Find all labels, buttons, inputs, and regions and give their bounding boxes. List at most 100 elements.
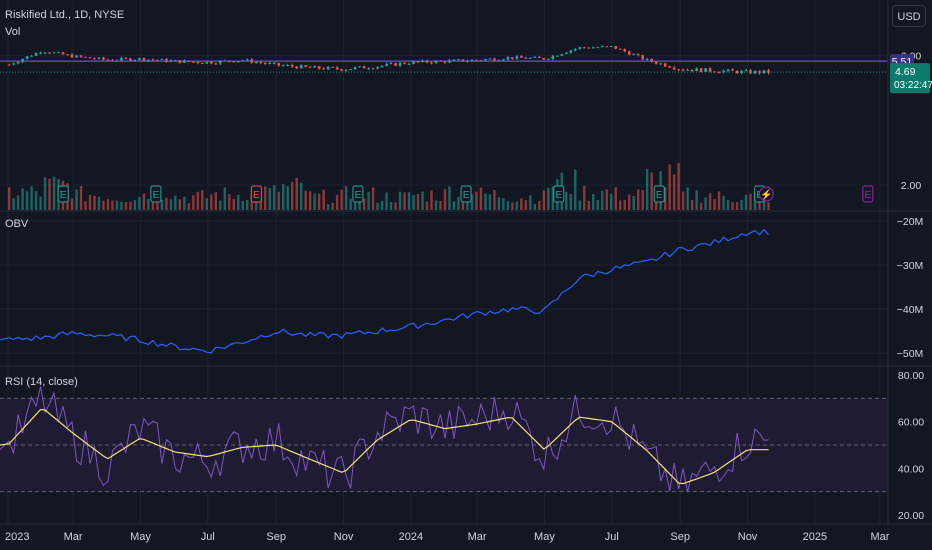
candle-body — [717, 72, 721, 74]
candle-body — [722, 70, 725, 73]
volume-bar — [322, 189, 325, 210]
candle-body — [506, 57, 510, 60]
candle-body — [596, 47, 600, 49]
event-markers[interactable]: EEEEEEEEE⚡ — [57, 185, 874, 203]
rsi-label: RSI (14, close) — [5, 376, 78, 388]
volume-bar — [340, 189, 343, 210]
candle-body — [254, 62, 258, 64]
volume-bar — [169, 199, 173, 210]
obv-axis: −20M −30M −40M −50M — [897, 216, 924, 360]
candle-body — [272, 62, 276, 64]
volume-bar — [686, 187, 689, 210]
dividend-marker — [758, 186, 774, 202]
volume-bar — [331, 202, 334, 210]
time-tick-label: Sep — [670, 531, 690, 543]
candle-body — [681, 69, 685, 71]
candle-body — [398, 62, 402, 66]
candle-body — [542, 57, 546, 60]
candle-body — [106, 59, 110, 61]
volume-bar — [506, 201, 510, 210]
candle-body — [12, 63, 15, 65]
candle-body — [744, 70, 748, 72]
volume-bar — [196, 191, 200, 210]
volume-bar — [174, 195, 177, 210]
earnings-marker — [862, 185, 874, 203]
candle-body — [475, 59, 478, 61]
candle-body — [322, 68, 325, 70]
candle-body — [263, 62, 267, 64]
volume-bar — [232, 198, 235, 210]
volume-bar — [259, 198, 262, 210]
candle-body — [636, 54, 640, 56]
volume-bar — [371, 187, 375, 210]
currency-button[interactable]: USD — [892, 5, 926, 27]
candle-body — [304, 65, 307, 67]
candle-body — [299, 65, 303, 69]
candle-body — [102, 57, 105, 60]
volume-bar — [583, 185, 586, 210]
candle-body — [394, 63, 397, 66]
candle-body — [511, 57, 514, 59]
volume-bar — [637, 189, 640, 210]
volume-bar — [88, 195, 92, 210]
candle-body — [66, 54, 69, 56]
volume-bar — [205, 198, 209, 210]
candle-body — [403, 62, 406, 64]
earnings-marker — [553, 185, 565, 203]
volume-bar — [565, 192, 568, 210]
candle-body — [470, 59, 474, 61]
volume-bar — [708, 193, 712, 210]
candle-body — [650, 58, 653, 62]
candle-body — [344, 69, 348, 71]
time-tick-label: May — [130, 531, 151, 543]
volume-bar — [601, 190, 604, 210]
time-tick-label: Sep — [266, 531, 286, 543]
candle-body — [376, 66, 379, 69]
candle-body — [547, 58, 550, 60]
volume-bar — [34, 191, 38, 210]
rsi-axis: 80.00 60.00 40.00 20.00 — [898, 370, 924, 522]
rsi-tick-label: 60.00 — [898, 417, 924, 429]
candle-body — [70, 54, 74, 58]
volume-bar — [106, 198, 110, 210]
candle-body — [695, 68, 698, 72]
volume-bar — [403, 192, 406, 210]
volume-bar — [43, 177, 47, 210]
volume-bar — [407, 192, 411, 210]
volume-bar — [246, 199, 249, 210]
earnings-label: E — [60, 190, 67, 201]
time-tick-label: Jul — [201, 531, 215, 543]
volume-bar — [344, 186, 348, 210]
time-tick-label: Nov — [738, 531, 758, 543]
candle-body — [538, 56, 541, 58]
candle-body — [52, 52, 56, 54]
volume-bar — [690, 200, 694, 210]
candle-body — [762, 70, 766, 74]
candle-body — [654, 61, 658, 64]
volume-bar — [726, 199, 730, 210]
candle-body — [443, 60, 447, 63]
volume-bar — [443, 189, 447, 210]
candle-body — [731, 69, 734, 71]
candle-body — [520, 56, 523, 58]
candle-body — [7, 64, 11, 66]
candle-body — [389, 63, 393, 65]
volume-bar — [295, 177, 298, 210]
candle-body — [591, 47, 595, 49]
candle-body — [609, 45, 613, 47]
volume-bar — [124, 202, 128, 210]
candle-body — [385, 63, 388, 66]
candle-body — [533, 56, 537, 58]
earnings-label: E — [463, 190, 470, 201]
candle-body — [313, 66, 316, 68]
candle-body — [502, 59, 505, 61]
volume-bar — [619, 200, 622, 210]
volume-bar — [497, 197, 501, 210]
time-axis: 2023 Mar May Jul Sep Nov 2024 Mar May Jul Sep Nov 20… — [5, 531, 890, 543]
volume-bar — [120, 201, 123, 210]
candle-body — [600, 46, 604, 48]
candle-body — [659, 63, 662, 65]
candle-body — [286, 65, 290, 67]
volume-bar — [578, 200, 581, 210]
